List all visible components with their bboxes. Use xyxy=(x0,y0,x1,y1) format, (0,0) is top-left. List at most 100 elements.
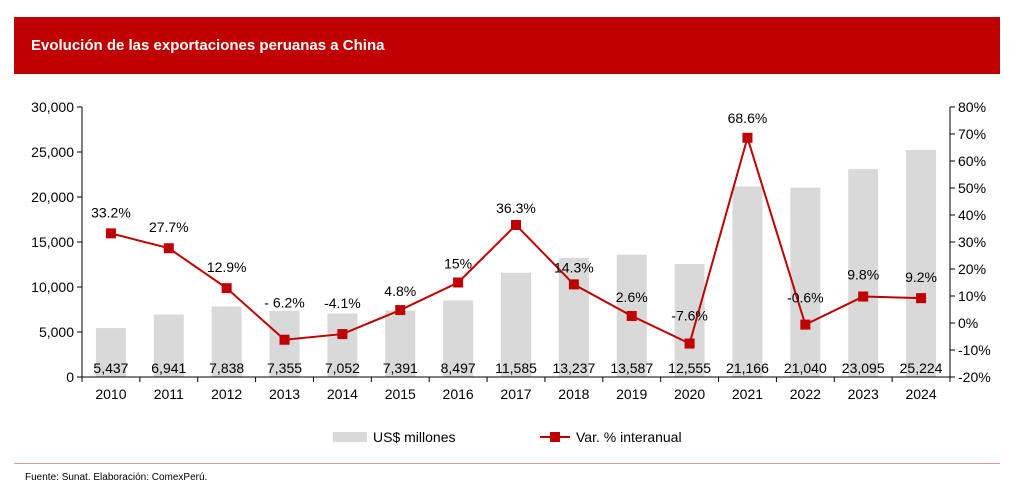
y-left-tick-label: 10,000 xyxy=(31,279,74,295)
line-point-2011 xyxy=(163,243,174,254)
chart-title: Evolución de las exportaciones peruanas … xyxy=(31,37,385,54)
bar-value-label: 7,391 xyxy=(383,360,418,376)
bar-value-label: 6,941 xyxy=(151,360,186,376)
line-point-2019 xyxy=(626,310,637,321)
bar-value-label: 7,052 xyxy=(325,360,360,376)
line-point-2024 xyxy=(916,293,927,304)
x-tick-label: 2020 xyxy=(674,386,705,402)
y-right-tick-label: 80% xyxy=(958,99,986,115)
line-point-2017 xyxy=(511,219,521,230)
line-point-2012 xyxy=(221,283,232,294)
bar-2011 xyxy=(153,314,184,377)
bar-2014 xyxy=(327,313,358,377)
line-point-2020 xyxy=(684,338,695,349)
source-note: Fuente: Sunat. Elaboración: ComexPerú. xyxy=(25,472,208,483)
bar-2022 xyxy=(790,187,821,377)
legend-bar-label: US$ millones xyxy=(373,429,455,445)
bar-2024 xyxy=(906,149,937,377)
line-value-label: 12.9% xyxy=(207,259,247,275)
x-tick-label: 2021 xyxy=(732,386,763,402)
bar-2020 xyxy=(674,264,705,377)
line-point-2018 xyxy=(568,279,579,290)
x-tick-label: 2016 xyxy=(443,386,474,402)
legend-bar-swatch xyxy=(333,432,367,442)
bar-value-label: 7,838 xyxy=(209,360,244,376)
bar-2010 xyxy=(95,328,126,377)
bar-value-label: 13,237 xyxy=(552,360,595,376)
bar-2016 xyxy=(443,300,474,377)
line-value-label: -7.6% xyxy=(671,308,708,324)
chart: 0 5,000 10,000 15,000 20,000 25,000 30,000 -20%… xyxy=(31,99,991,445)
bar-2017 xyxy=(501,272,531,377)
line-point-2023 xyxy=(858,291,869,302)
legend-line-marker xyxy=(550,432,560,442)
y-left-tick-label: 0 xyxy=(66,369,74,385)
bar-value-label: 23,095 xyxy=(842,360,885,376)
x-tick-label: 2010 xyxy=(95,386,126,402)
y-left-tick-label: 15,000 xyxy=(31,234,74,250)
line-point-2021 xyxy=(742,132,753,143)
line-value-label: 15% xyxy=(444,256,472,272)
y-right-tick-label: 30% xyxy=(958,234,986,250)
x-tick-label: 2024 xyxy=(905,386,936,402)
header-banner: Evolución de las exportaciones peruanas … xyxy=(14,17,1000,74)
bar-value-label: 21,166 xyxy=(726,360,769,376)
y-right-tick-label: 40% xyxy=(958,207,986,223)
line-point-2022 xyxy=(800,319,811,330)
x-tick-label: 2022 xyxy=(790,386,821,402)
bar-value-label: 8,497 xyxy=(441,360,476,376)
line-point-2010 xyxy=(105,228,116,239)
bar-2012 xyxy=(211,306,242,377)
bar-value-label: 5,437 xyxy=(93,360,128,376)
y-left-tick-label: 25,000 xyxy=(31,144,74,160)
y-left-tick-label: 5,000 xyxy=(39,324,74,340)
x-tick-label: 2017 xyxy=(500,386,531,402)
x-tick-label: 2018 xyxy=(558,386,589,402)
line-value-label: 36.3% xyxy=(496,200,536,216)
bar-2021 xyxy=(732,186,763,377)
y-right-tick-label: 10% xyxy=(958,288,986,304)
y-right-tick-label: 50% xyxy=(958,180,986,196)
line-value-label: - 6.2% xyxy=(264,295,304,311)
line-value-label: -0.6% xyxy=(787,290,824,306)
line-point-2013 xyxy=(279,334,290,345)
line-value-label: 2.6% xyxy=(616,289,648,305)
y-right-tick-label: -20% xyxy=(958,369,991,385)
legend-line-label: Var. % interanual xyxy=(576,429,682,445)
line-point-2016 xyxy=(453,277,464,288)
bar-value-label: 12,555 xyxy=(668,360,711,376)
line-point-2015 xyxy=(395,305,406,316)
bar-2023 xyxy=(848,169,879,377)
line-value-label: 27.7% xyxy=(149,219,189,235)
bar-value-label: 13,587 xyxy=(610,360,653,376)
bar-value-label: 7,355 xyxy=(267,360,302,376)
line-value-label: 68.6% xyxy=(728,110,768,126)
footer-divider xyxy=(14,463,1000,464)
line-value-label: -4.1% xyxy=(324,295,361,311)
line-point-2014 xyxy=(337,329,348,340)
line-value-label: 14.3% xyxy=(554,259,594,275)
line-value-label: 9.8% xyxy=(847,267,879,283)
y-right-tick-label: 0% xyxy=(958,315,978,331)
bar-value-label: 25,224 xyxy=(900,360,943,376)
x-tick-label: 2023 xyxy=(848,386,879,402)
x-tick-label: 2015 xyxy=(385,386,416,402)
x-tick-label: 2013 xyxy=(269,386,300,402)
line-value-label: 33.2% xyxy=(91,204,131,220)
bar-2018 xyxy=(558,257,589,377)
y-right-tick-label: 60% xyxy=(958,153,986,169)
line-value-label: 4.8% xyxy=(384,283,416,299)
x-tick-label: 2014 xyxy=(327,386,358,402)
y-left-tick-label: 30,000 xyxy=(31,99,74,115)
x-tick-label: 2012 xyxy=(211,386,242,402)
x-tick-label: 2019 xyxy=(616,386,647,402)
y-left-tick-label: 20,000 xyxy=(31,189,74,205)
bar-2015 xyxy=(385,310,416,377)
bar-value-label: 21,040 xyxy=(784,360,827,376)
y-right-tick-label: -10% xyxy=(958,342,991,358)
bar-value-label: 11,585 xyxy=(495,360,537,376)
x-tick-label: 2011 xyxy=(154,386,184,402)
line-value-label: 9.2% xyxy=(905,269,937,285)
y-right-tick-label: 20% xyxy=(958,261,986,277)
y-right-tick-label: 70% xyxy=(958,126,986,142)
